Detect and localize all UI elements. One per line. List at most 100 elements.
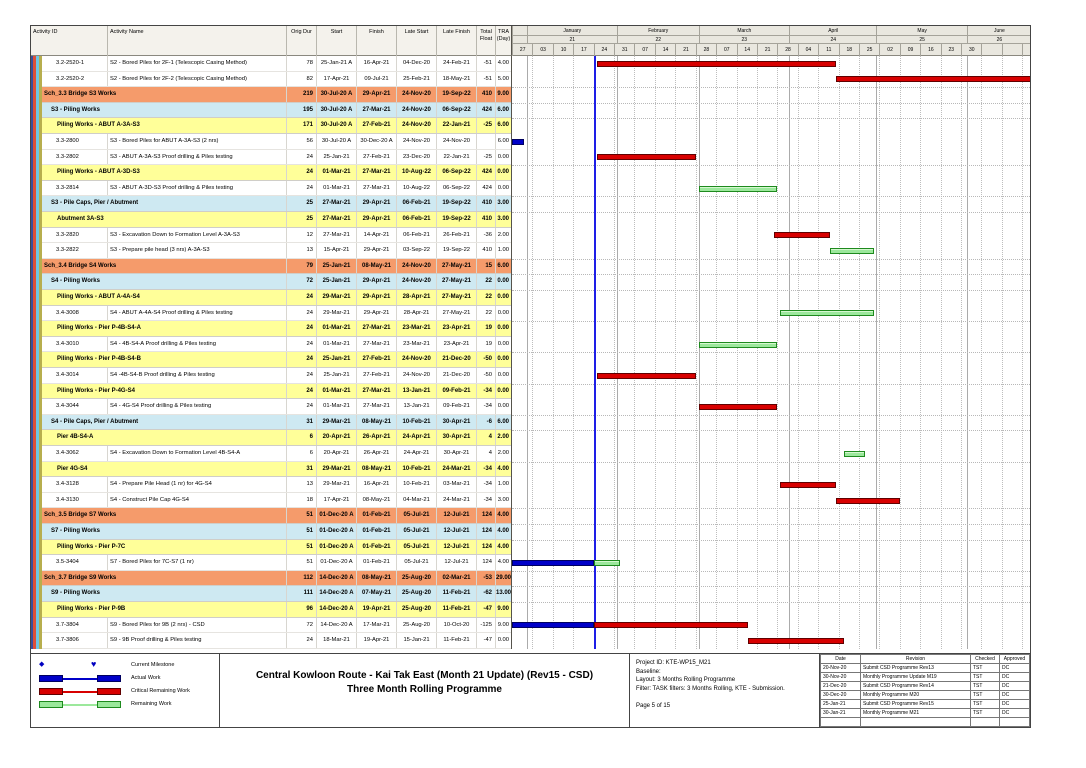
value-cell-finish: 27-Feb-21 <box>356 368 396 383</box>
timeline-week-cell: 30 <box>961 44 981 56</box>
revision-col-approved: Approved <box>999 654 1030 664</box>
band-gridline <box>512 414 1030 416</box>
activity-row: 3.7-3806 S9 - 9B Proof drilling & Piles t… <box>42 633 511 649</box>
timeline-week-cell: 24 <box>593 44 614 56</box>
value-cell-orig-dur: 56 <box>286 134 316 149</box>
activity-row: 3.3-2822 S3 - Prepare pile head (3 nrs) A… <box>42 243 511 259</box>
value-cell-late-finish: 09-Feb-21 <box>436 399 476 414</box>
value-cell-start: 01-Mar-21 <box>316 321 356 336</box>
value-cell-tra: 2.00 <box>495 446 511 461</box>
activity-row: 3.7-3804 S9 - Bored Piles for 9B (2 nrs) … <box>42 617 511 634</box>
value-cell-finish: 27-Feb-21 <box>356 352 396 367</box>
value-cell-finish: 17-Mar-21 <box>356 617 396 633</box>
value-cell-finish: 27-Feb-21 <box>356 118 396 133</box>
value-cell-start: 01-Dec-20 A <box>316 508 356 523</box>
value-cell-orig-dur: 195 <box>286 102 316 118</box>
timeline-week-cell: 07 <box>634 44 654 56</box>
revision-cell: 25-Jan-21 <box>820 699 861 709</box>
value-cell-orig-dur: 6 <box>286 430 316 445</box>
group-band-row: Pier 4B-S4-A 6 20-Apr-21 26-Apr-21 24-Apr-21… <box>42 430 511 446</box>
value-cell-total-float: 19 <box>476 321 495 336</box>
activity-name-cell: S2 - Bored Piles for 2F-2 (Telescopic Ca… <box>107 71 286 87</box>
value-cell-start: 14-Dec-20 A <box>316 602 356 617</box>
value-cell-finish: 26-Apr-21 <box>356 446 396 461</box>
timeline-week-cell: 21 <box>756 44 777 56</box>
activity-id-cell: 3.3-2814 <box>56 184 79 191</box>
revision-cell: Monthly Programme M20 <box>860 690 971 700</box>
gantt-bar-actual <box>512 622 594 629</box>
value-cell-tra: 13.00 <box>495 586 511 601</box>
value-cell-finish: 29-Apr-21 <box>356 243 396 258</box>
value-cell-total-float: -34 <box>476 492 495 508</box>
value-cell-late-finish: 06-Sep-22 <box>436 165 476 180</box>
value-cell-orig-dur: 219 <box>286 87 316 102</box>
column-header-activity-id: Activity ID <box>33 29 58 35</box>
value-cell-late-start: 10-Feb-21 <box>396 414 436 430</box>
activity-id-cell: 3.2-2520-1 <box>56 60 85 66</box>
legend-item-milestone: ◆ ♥ Current Milestone <box>39 659 214 671</box>
column-header-tra-day-: TRA (Day) <box>495 26 511 56</box>
band-gridline <box>512 461 1030 463</box>
legend-symbol-critical <box>39 688 125 696</box>
value-cell-total-float: -36 <box>476 227 495 243</box>
value-cell-late-finish: 19-Sep-22 <box>436 87 476 102</box>
group-band-row: Piling Works - ABUT A-4A-S4 24 29-Mar-21 29… <box>42 290 511 306</box>
group-band-row: Pier 4G-S4 31 29-Mar-21 08-May-21 10-Feb-21 2… <box>42 461 511 478</box>
value-cell-start: 17-Apr-21 <box>316 71 356 87</box>
timeline-week-cell: 18 <box>838 44 859 56</box>
revision-cell: Monthly Programme M21 <box>860 708 971 718</box>
revision-cell: DC <box>999 663 1030 673</box>
value-cell-late-finish: 02-Mar-21 <box>436 570 476 586</box>
column-header-activity-name: Activity Name <box>107 26 286 56</box>
value-cell-total-float: 4 <box>476 446 495 461</box>
timeline-week-cell: 14 <box>654 44 675 56</box>
activity-row: 3.4-3044 S4 - 4G-S4 Proof drilling & Pile… <box>42 399 511 415</box>
value-cell-total-float: 410 <box>476 212 495 227</box>
value-cell-finish: 27-Mar-21 <box>356 102 396 118</box>
gantt-bar-critical <box>596 154 696 161</box>
activity-name-cell: S4 - 4G-S4 Proof drilling & Piles testin… <box>107 399 286 414</box>
value-cell-tra: 9.00 <box>495 617 511 633</box>
activity-row: 3.4-3010 S4 - 4B-S4-A Proof drilling & Pi… <box>42 336 511 353</box>
data-date-line <box>593 56 596 649</box>
value-cell-late-start: 04-Dec-20 <box>396 56 436 71</box>
revision-cell: 30-Jan-21 <box>820 708 861 718</box>
value-cell-finish: 08-May-21 <box>356 414 396 430</box>
group-band-name: Pier 4B-S4-A <box>57 434 94 441</box>
gantt-bar-remaining <box>698 185 778 192</box>
value-cell-tra: 1.00 <box>495 477 511 492</box>
column-header-late-start: Late Start <box>396 26 436 56</box>
value-cell-late-finish: 24-Feb-21 <box>436 56 476 71</box>
value-cell-finish: 27-Feb-21 <box>356 149 396 165</box>
value-cell-finish: 27-Mar-21 <box>356 321 396 336</box>
remaining-bar-line <box>63 703 97 706</box>
activity-row: 3.3-2814 S3 - ABUT A-3D-S3 Proof drilling… <box>42 180 511 197</box>
value-cell-finish: 01-Feb-21 <box>356 508 396 523</box>
activity-row: 3.3-2802 S3 - ABUT A-3A-S3 Proof drilling… <box>42 149 511 166</box>
revision-col-revision: Revision <box>860 654 971 664</box>
value-cell-late-start: 24-Nov-20 <box>396 258 436 274</box>
value-cell-late-start: 24-Nov-20 <box>396 368 436 383</box>
timeline-week-cell <box>981 44 1001 56</box>
timeline-week-cell: 21 <box>675 44 695 56</box>
value-cell-late-start: 10-Feb-21 <box>396 477 436 492</box>
value-cell-tra: 0.00 <box>495 180 511 196</box>
group-band-row: Piling Works - Pier P-4B-S4-A 24 01-Mar-21… <box>42 321 511 337</box>
title-box: Central Kowloon Route - Kai Tak East (Mo… <box>219 654 629 727</box>
activity-id-cell: 3.4-3130 <box>56 496 79 503</box>
value-cell-finish: 14-Apr-21 <box>356 227 396 243</box>
value-cell-late-finish: 19-Sep-22 <box>436 243 476 258</box>
column-header-total-float: Total Float <box>476 26 495 56</box>
gantt-bar-critical <box>748 638 845 644</box>
gantt-bar-critical <box>835 76 1030 83</box>
value-cell-tra: 4.00 <box>495 555 511 570</box>
value-cell-tra: 0.00 <box>495 399 511 414</box>
value-cell-total-float: -53 <box>476 570 495 586</box>
value-cell-orig-dur: 24 <box>286 336 316 352</box>
value-cell-late-start: 10-Aug-22 <box>396 180 436 196</box>
value-cell-tra: 0.00 <box>495 290 511 305</box>
revision-cell: TST <box>970 690 1000 700</box>
timeline-week-cell: 09 <box>899 44 920 56</box>
activity-id-cell: 3.4-3062 <box>56 450 79 456</box>
value-cell-tra: 0.00 <box>495 352 511 367</box>
